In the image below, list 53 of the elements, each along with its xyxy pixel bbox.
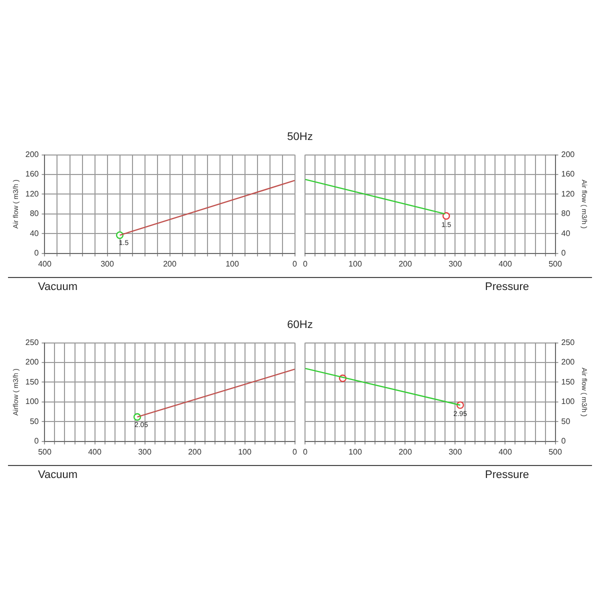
x-tick-label: 200 (398, 259, 412, 268)
x-tick-label: 100 (348, 447, 362, 456)
y-tick-label: 0 (34, 436, 40, 446)
x-tick-label: 300 (100, 259, 114, 268)
x-tick-label: 0 (292, 259, 298, 268)
y2-tick-label: 250 (561, 338, 576, 348)
x-tick-label: 300 (448, 259, 462, 268)
x-tick-label: 100 (226, 259, 240, 268)
y2-tick-label: 120 (561, 189, 576, 198)
x-tick-label: 500 (38, 447, 52, 456)
y2-tick-label: 0 (561, 248, 566, 258)
y2-tick-label: 160 (561, 170, 576, 179)
x-tick-label: 0 (292, 447, 298, 456)
x-tick-label: 0 (303, 447, 308, 456)
x-axis-title: Vacuum (38, 281, 78, 293)
x-tick-label: 500 (548, 259, 562, 268)
y2-tick-label: 80 (561, 209, 571, 218)
x-tick-label: 200 (188, 447, 202, 456)
x-tick-label: 500 (548, 447, 562, 456)
x-tick-label: 400 (498, 259, 512, 268)
y-tick-label: 0 (34, 248, 40, 258)
x-tick-label: 300 (138, 447, 152, 456)
y2-tick-label: 200 (561, 150, 576, 160)
y-tick-label: 160 (25, 170, 40, 179)
chart-title: 50Hz (286, 131, 314, 143)
x-axis-title: Pressure (485, 281, 530, 293)
x-tick-label: 100 (348, 259, 362, 268)
y-tick-label: 120 (25, 189, 40, 198)
y-tick-label: 100 (25, 397, 40, 406)
x-tick-label: 400 (88, 447, 102, 456)
x-tick-label: 0 (303, 259, 308, 268)
y2-tick-label: 0 (561, 436, 566, 446)
y2-tick-label: 150 (561, 377, 576, 386)
y-tick-label: 50 (30, 416, 40, 426)
y2-tick-label: 100 (561, 397, 576, 406)
x-axis-title: Pressure (485, 469, 530, 481)
y-tick-label: 40 (30, 228, 40, 238)
chart-title: 60Hz (286, 319, 314, 331)
y2-tick-label: 40 (561, 228, 571, 238)
x-tick-label: 300 (448, 447, 462, 456)
y-tick-label: 200 (25, 150, 40, 160)
x-tick-label: 200 (163, 259, 177, 268)
y-tick-label: 150 (25, 377, 40, 386)
x-tick-label: 400 (498, 447, 512, 456)
x-tick-label: 400 (38, 259, 52, 268)
y2-tick-label: 50 (561, 416, 571, 426)
y-tick-label: 250 (25, 338, 40, 348)
y-tick-label: 80 (30, 209, 40, 218)
y-tick-label: 200 (25, 358, 40, 367)
x-axis-title: Vacuum (38, 469, 78, 481)
x-tick-label: 200 (398, 447, 412, 456)
x-tick-label: 100 (238, 447, 252, 456)
y2-tick-label: 200 (561, 358, 576, 367)
